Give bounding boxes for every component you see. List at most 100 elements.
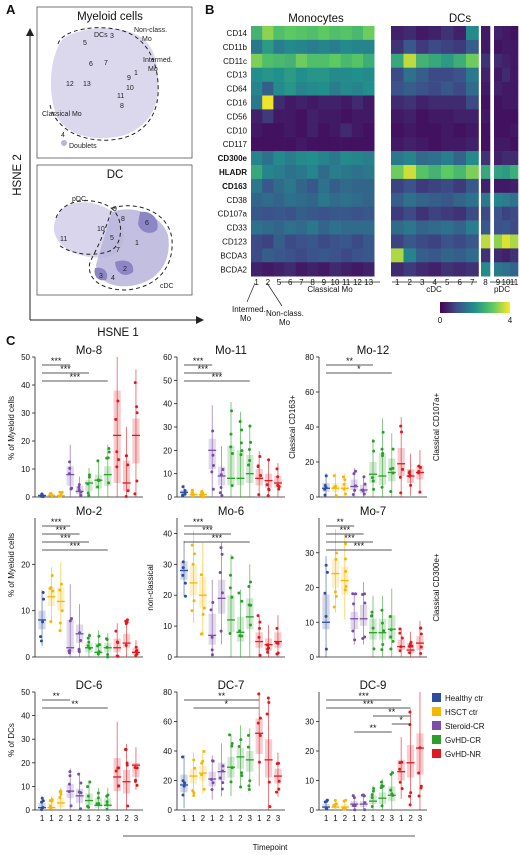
heatmap-cell [403,234,417,249]
significance-stars: *** [51,356,62,366]
box [406,643,415,654]
box [255,469,263,486]
data-point [371,439,375,443]
x-tick-label: 2 [59,814,64,823]
heatmap-cell [502,109,511,124]
data-point [68,774,72,778]
heatmap-cell [502,178,511,194]
side-label: Classical CD107a+ [432,393,441,462]
heatmap-cell [284,206,297,221]
data-point [419,784,423,788]
data-point [105,803,109,807]
data-point [220,787,224,791]
heatmap-cell [416,206,429,221]
data-point [190,609,194,613]
data-point [353,488,357,492]
data-point [40,796,44,800]
data-point [257,760,261,764]
heatmap-cell [273,165,285,180]
data-point [115,465,119,469]
data-point [86,644,90,648]
heatmap-cell [284,234,297,249]
data-point [344,584,348,588]
cluster-label: 1 [135,240,139,247]
x-tick-label: 1 [257,814,262,823]
panel-c-label: C [6,333,16,348]
y-tick-label: 10 [163,470,172,479]
heatmap-cell [510,137,519,152]
hsne1-arrow-icon [196,316,204,324]
cdc-label: cDC [426,285,442,294]
x-tick-label: 1 [87,814,92,823]
data-point [97,650,101,654]
heatmap-cell [363,95,375,110]
heatmap-cell [391,95,404,110]
data-point [229,445,233,449]
heatmap-cell [466,67,479,82]
data-point [239,453,243,457]
data-point [117,458,121,462]
heatmap-cell [403,248,417,263]
heatmap-cell [403,206,417,221]
heatmap-cell [510,178,519,194]
data-point [276,651,280,655]
data-point [135,766,139,770]
heatmap-cell [428,178,442,194]
data-point [276,483,280,487]
data-point [380,621,384,625]
data-point [68,466,72,470]
box [378,618,386,640]
heatmap-cell [453,137,467,152]
box [104,466,112,486]
legend-swatch [432,749,441,758]
data-point [391,447,395,451]
heatmap-cell [428,206,442,221]
heatmap-cell [307,248,319,263]
cluster-label: Doublets [69,143,97,150]
y-tick-label: 30 [21,735,30,744]
data-point [341,475,345,479]
data-point [220,552,224,556]
data-point [399,645,403,649]
data-point [50,574,54,578]
data-point [389,628,393,632]
cluster-label: Non-class. [134,27,167,34]
heatmap-cell [273,81,285,96]
data-point [87,494,91,498]
heatmap-cell [494,123,503,138]
heatmap-cell [403,220,417,235]
heatmap-cell [318,67,330,82]
data-point [49,586,53,590]
data-point [249,580,253,584]
heatmap-cell [262,95,274,110]
y-tick-label: 10 [21,607,30,616]
x-tick-label: 1 [399,814,404,823]
data-point [268,805,272,809]
heatmap-cell [273,137,285,152]
column-label: 6 [288,278,293,287]
heatmap-cell [466,26,479,41]
data-point [126,489,130,493]
heatmap-cell [494,137,503,152]
y-tick-label: 0 [26,653,31,662]
heatmap-cell [284,151,297,166]
cluster-label: 5 [110,235,114,242]
panel-a: A HSNE 2 HSNE 1 Myeloid cells 5 DCs 3 No… [6,2,204,339]
marker-label: CD16 [227,99,248,108]
x-tick-label: 3 [418,814,423,823]
data-point [77,650,81,654]
data-point [210,648,214,652]
data-point [126,804,130,808]
y-tick-label: 40 [163,529,172,538]
heatmap-cell [481,67,491,82]
heatmap-cell [273,234,285,249]
data-point [182,784,186,788]
box [113,390,121,483]
heatmap-cell [416,178,429,194]
heatmap-cell [466,109,479,124]
data-point [389,467,393,471]
data-point [221,764,225,768]
data-point [239,441,243,445]
heatmap-cell [262,248,274,263]
side-label: Classical CD163+ [288,395,297,459]
